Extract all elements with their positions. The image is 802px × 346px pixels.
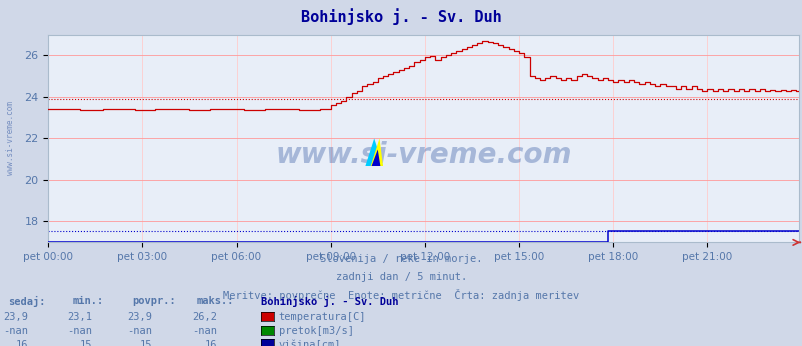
- Text: sedaj:: sedaj:: [8, 296, 46, 307]
- Text: Meritve: povprečne  Enote: metrične  Črta: zadnja meritev: Meritve: povprečne Enote: metrične Črta:…: [223, 289, 579, 301]
- Text: 26,2: 26,2: [192, 312, 217, 322]
- Text: www.si-vreme.com: www.si-vreme.com: [6, 101, 15, 175]
- Text: -nan: -nan: [192, 326, 217, 336]
- Text: 23,1: 23,1: [67, 312, 92, 322]
- Text: maks.:: maks.:: [196, 296, 234, 306]
- Text: 16: 16: [15, 340, 28, 346]
- Text: 23,9: 23,9: [3, 312, 28, 322]
- Text: Bohinjsko j. - Sv. Duh: Bohinjsko j. - Sv. Duh: [261, 296, 398, 307]
- Text: pretok[m3/s]: pretok[m3/s]: [278, 326, 353, 336]
- Polygon shape: [365, 138, 383, 166]
- Text: 15: 15: [140, 340, 152, 346]
- Text: višina[cm]: višina[cm]: [278, 340, 341, 346]
- Text: 16: 16: [204, 340, 217, 346]
- Text: zadnji dan / 5 minut.: zadnji dan / 5 minut.: [335, 272, 467, 282]
- Text: -nan: -nan: [3, 326, 28, 336]
- Text: povpr.:: povpr.:: [132, 296, 176, 306]
- Text: 23,9: 23,9: [128, 312, 152, 322]
- Polygon shape: [371, 149, 380, 166]
- Text: 15: 15: [79, 340, 92, 346]
- Text: -nan: -nan: [67, 326, 92, 336]
- Text: min.:: min.:: [72, 296, 103, 306]
- Text: -nan: -nan: [128, 326, 152, 336]
- Text: www.si-vreme.com: www.si-vreme.com: [275, 141, 571, 169]
- Text: Slovenija / reke in morje.: Slovenija / reke in morje.: [320, 254, 482, 264]
- Text: Bohinjsko j. - Sv. Duh: Bohinjsko j. - Sv. Duh: [301, 9, 501, 26]
- Polygon shape: [371, 138, 383, 166]
- Text: temperatura[C]: temperatura[C]: [278, 312, 366, 322]
